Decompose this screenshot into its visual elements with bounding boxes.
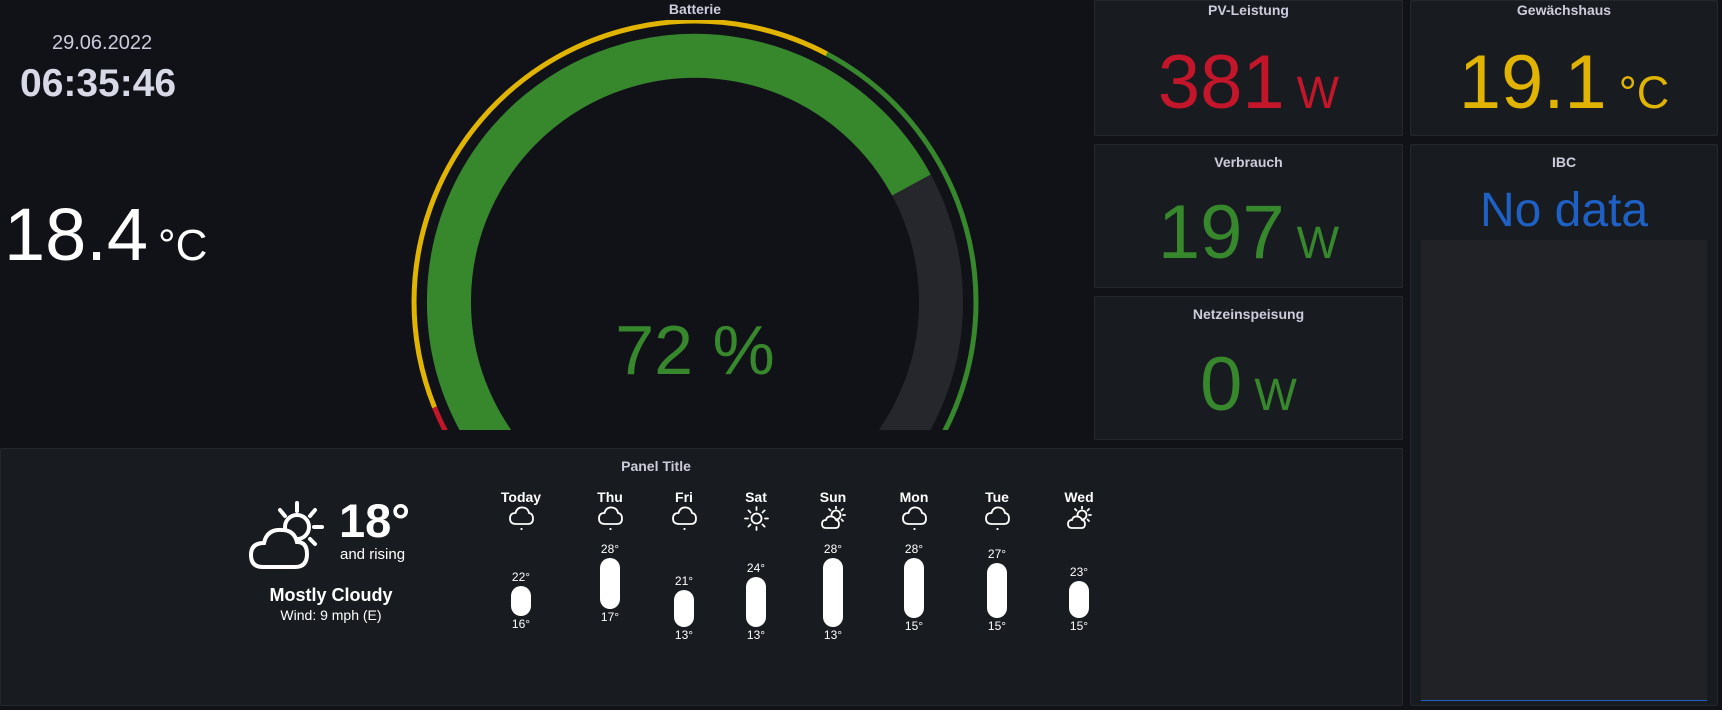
grid-feed-value-number: 0 (1200, 342, 1243, 427)
partly-sunny-icon (1067, 506, 1092, 529)
clock-time: 06:35:46 (20, 62, 177, 105)
cloud-icon (985, 506, 1010, 530)
clock-date: 29.06.2022 (52, 32, 153, 54)
forecast-temp-bar (511, 585, 531, 616)
battery-gauge-value: 72 % (615, 311, 775, 389)
partly-sunny-icon (249, 501, 324, 569)
forecast-day-name: Tue (985, 489, 1009, 505)
pv-value-unit: W (1296, 67, 1340, 118)
forecast-day-tue: Tue 27° 15° (962, 489, 1032, 699)
consumption-panel-title: Verbrauch (1214, 154, 1283, 170)
greenhouse-value-unit: °C (1618, 67, 1670, 118)
forecast-low: 16° (511, 616, 531, 631)
greenhouse-value-number: 19.1 (1458, 40, 1607, 125)
current-trend: and rising (340, 546, 406, 563)
forecast-high: 22° (511, 569, 531, 584)
forecast-temp-bar (904, 558, 924, 618)
ibc-value: No data (1479, 184, 1649, 237)
forecast-temp-bar (746, 576, 766, 628)
sun-icon (744, 506, 769, 531)
forecast-high: 21° (674, 574, 694, 589)
battery-gauge (411, 20, 979, 430)
forecast-temp-bar (1069, 581, 1089, 618)
pv-value: 381 W (1095, 39, 1402, 126)
pv-panel: PV-Leistung 381 W (1094, 0, 1403, 136)
greenhouse-panel: Gewächshaus 19.1 °C (1410, 0, 1718, 136)
forecast-low: 17° (600, 609, 620, 624)
pv-panel-title: PV-Leistung (1208, 2, 1289, 18)
consumption-value-unit: W (1296, 217, 1340, 268)
pv-value-number: 381 (1157, 40, 1285, 125)
forecast-temp-bar (987, 562, 1007, 618)
grid-feed-value-unit: W (1254, 369, 1297, 420)
grid-feed-panel-title: Netzeinspeisung (1192, 306, 1305, 322)
forecast-low: 13° (823, 628, 843, 643)
forecast-temp-bar (600, 558, 620, 609)
forecast-day-name: Thu (597, 489, 623, 505)
forecast-day-name: Wed (1064, 489, 1094, 505)
greenhouse-value: 19.1 °C (1411, 39, 1717, 126)
forecast-day-name: Sun (819, 489, 847, 505)
forecast-day-sat: Sat 24° 13° (721, 489, 791, 699)
current-condition: Mostly Cloudy (269, 585, 393, 605)
consumption-panel: Verbrauch 197 W (1094, 144, 1403, 288)
forecast-day-today: Today 22° 16° (486, 489, 556, 699)
forecast-high: 24° (746, 560, 766, 575)
weather-panel-title: Panel Title (621, 458, 691, 474)
forecast-day-name: Sat (745, 489, 767, 505)
forecast-low: 15° (987, 619, 1007, 633)
battery-gauge-fill (426, 33, 931, 430)
forecast-day-name: Mon (899, 489, 929, 505)
outside-temperature: 18.4 °C (4, 192, 207, 277)
current-wind: Wind: 9 mph (E) (280, 607, 382, 623)
cloud-icon (902, 506, 927, 530)
ibc-panel: IBC No data (1410, 144, 1718, 706)
battery-threshold-yellow (411, 20, 829, 409)
consumption-value-number: 197 (1157, 190, 1285, 275)
forecast-day-name: Fri (675, 489, 693, 505)
forecast-day-wed: Wed 23° 15° (1044, 489, 1114, 699)
forecast-low: 13° (674, 628, 694, 643)
cloud-icon (598, 506, 623, 530)
battery-threshold-red (432, 406, 448, 430)
forecast-high: 23° (1069, 565, 1089, 580)
forecast-high: 28° (823, 542, 843, 557)
cloud-icon (672, 506, 697, 530)
cloud-icon (509, 506, 534, 530)
forecast-high: 27° (987, 546, 1007, 561)
forecast-high: 28° (600, 542, 620, 557)
battery-threshold-green (825, 51, 979, 430)
forecast-low: 15° (1069, 619, 1089, 633)
greenhouse-panel-title: Gewächshaus (1516, 2, 1612, 18)
ibc-graph-area (1421, 240, 1707, 701)
forecast-low: 15° (904, 619, 924, 633)
partly-sunny-icon (821, 506, 846, 529)
forecast-day-mon: Mon 28° 15° (879, 489, 949, 699)
outside-temperature-value: 18.4 (4, 193, 149, 276)
forecast-day-fri: Fri 21° 13° (649, 489, 719, 699)
battery-gauge-title: Batterie (668, 1, 722, 17)
forecast-low: 13° (746, 628, 766, 643)
forecast-day-name: Today (500, 489, 542, 505)
weather-panel: Panel Title 18° and rising Mostly Cloudy… (0, 448, 1403, 706)
ibc-panel-title: IBC (1551, 154, 1577, 170)
current-temperature: 18° (339, 494, 411, 547)
forecast-temp-bar (674, 590, 694, 628)
outside-temperature-unit: °C (158, 221, 208, 270)
forecast-day-sun: Sun 28° 13° (798, 489, 868, 699)
forecast-high: 28° (904, 542, 924, 557)
forecast-day-thu: Thu 28° 17° (575, 489, 645, 699)
consumption-value: 197 W (1095, 189, 1402, 276)
forecast-temp-bar (823, 558, 843, 628)
